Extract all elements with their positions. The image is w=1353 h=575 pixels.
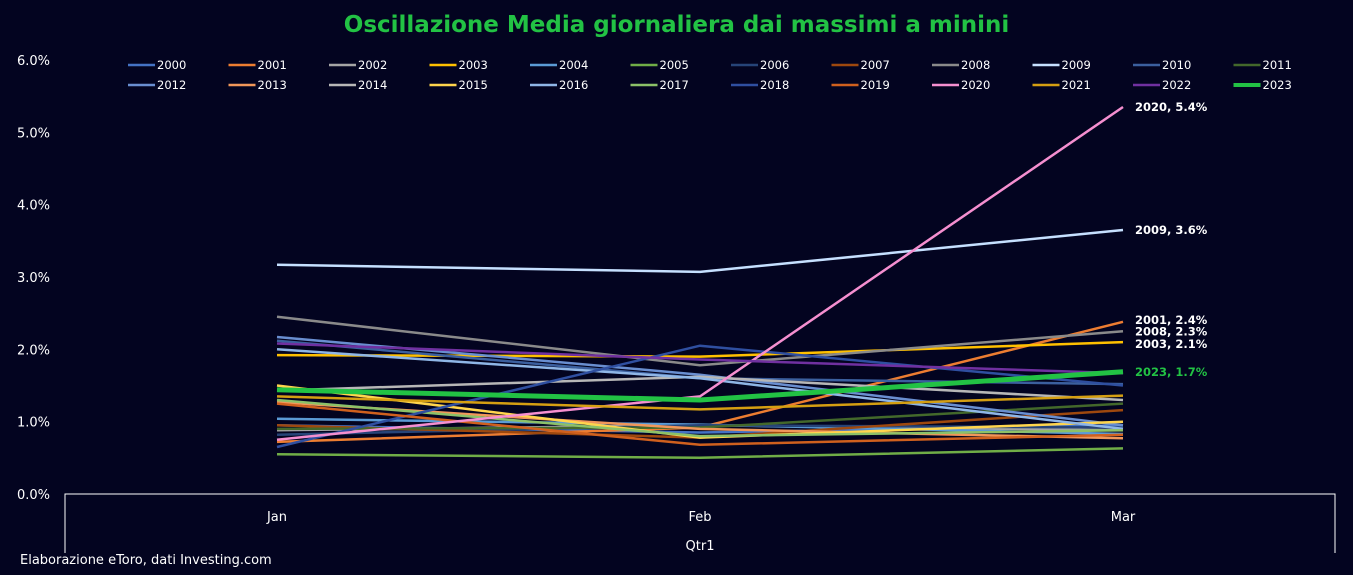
- legend-label: 2010: [1162, 58, 1191, 72]
- legend: 2000 2001 2002 2003 2004 2005 2006 2007 2008 2009…: [128, 58, 1292, 92]
- legend-item-2016[interactable]: 2016: [530, 78, 588, 92]
- y-tick-label: 2.0%: [17, 343, 50, 358]
- legend-label: 2013: [258, 78, 287, 92]
- legend-label: 2008: [961, 58, 990, 72]
- legend-label: 2011: [1263, 58, 1292, 72]
- legend-label: 2005: [660, 58, 689, 72]
- series-line-2016: [276, 348, 1124, 431]
- legend-item-2004[interactable]: 2004: [530, 58, 588, 72]
- end-label-2023: 2023, 1.7%: [1135, 365, 1208, 379]
- y-tick-label: 1.0%: [17, 416, 50, 431]
- legend-item-2007[interactable]: 2007: [831, 58, 890, 72]
- legend-item-2003[interactable]: 2003: [429, 58, 488, 72]
- x-axis-frame: Jan Feb Mar Qtr1: [64, 493, 1336, 554]
- legend-item-2019[interactable]: 2019: [831, 78, 890, 92]
- legend-label: 2015: [459, 78, 488, 92]
- legend-label: 2012: [157, 78, 186, 92]
- legend-label: 2006: [760, 58, 789, 72]
- series-line-2003: [276, 340, 1124, 358]
- legend-item-2023[interactable]: 2023: [1233, 78, 1292, 92]
- series-line-2018: [276, 344, 1124, 449]
- legend-item-2008[interactable]: 2008: [932, 58, 990, 72]
- legend-item-2000[interactable]: 2000: [128, 58, 186, 72]
- x-group-label: Qtr1: [686, 539, 715, 554]
- series-line-2008: [276, 315, 1124, 367]
- legend-label: 2021: [1062, 78, 1091, 92]
- legend-item-2002[interactable]: 2002: [329, 58, 387, 72]
- legend-label: 2003: [459, 58, 488, 72]
- legend-label: 2014: [358, 78, 387, 92]
- legend-item-2012[interactable]: 2012: [128, 78, 186, 92]
- series-line-2005: [276, 447, 1124, 460]
- y-tick-label: 0.0%: [17, 488, 50, 503]
- series-line-2014: [276, 375, 1124, 402]
- legend-item-2013[interactable]: 2013: [228, 78, 287, 92]
- x-tick-label: Feb: [688, 510, 711, 525]
- legend-label: 2017: [660, 78, 689, 92]
- series-line-2015: [276, 384, 1124, 439]
- y-tick-label: 6.0%: [17, 54, 50, 69]
- legend-label: 2020: [961, 78, 990, 92]
- x-axis-line: [64, 493, 1336, 553]
- legend-item-2011[interactable]: 2011: [1233, 58, 1292, 72]
- legend-item-2005[interactable]: 2005: [630, 58, 689, 72]
- end-label-2003: 2003, 2.1%: [1135, 337, 1208, 351]
- end-label-2020: 2020, 5.4%: [1135, 100, 1208, 114]
- y-axis: 0.0% 1.0% 2.0% 3.0% 4.0% 5.0% 6.0%: [17, 54, 50, 503]
- legend-item-2021[interactable]: 2021: [1032, 78, 1091, 92]
- legend-item-2018[interactable]: 2018: [731, 78, 789, 92]
- legend-item-2009[interactable]: 2009: [1032, 58, 1091, 72]
- legend-item-2022[interactable]: 2022: [1133, 78, 1191, 92]
- series-line-2023: [276, 369, 1124, 403]
- legend-label: 2004: [559, 58, 588, 72]
- series-line-2022: [276, 342, 1124, 375]
- chart-title: Oscillazione Media giornaliera dai massi…: [343, 12, 1010, 38]
- source-note: Elaborazione eToro, dati Investing.com: [20, 553, 272, 568]
- end-label-2001: 2001, 2.4%: [1135, 313, 1208, 327]
- series-line-2021: [276, 394, 1124, 411]
- legend-item-2010[interactable]: 2010: [1133, 58, 1191, 72]
- legend-item-2015[interactable]: 2015: [429, 78, 488, 92]
- legend-item-2014[interactable]: 2014: [329, 78, 387, 92]
- legend-label: 2018: [760, 78, 789, 92]
- legend-label: 2000: [157, 58, 186, 72]
- legend-label: 2002: [358, 58, 387, 72]
- x-tick-label: Jan: [266, 510, 287, 525]
- series-line-2020: [276, 105, 1124, 442]
- x-tick-label: Mar: [1111, 510, 1136, 525]
- y-tick-label: 3.0%: [17, 271, 50, 286]
- series-line-2019: [276, 402, 1124, 447]
- series-line-2009: [276, 228, 1124, 274]
- legend-label: 2022: [1162, 78, 1191, 92]
- legend-label: 2019: [861, 78, 890, 92]
- legend-item-2017[interactable]: 2017: [630, 78, 689, 92]
- y-tick-label: 5.0%: [17, 126, 50, 141]
- legend-label: 2009: [1062, 58, 1091, 72]
- legend-item-2006[interactable]: 2006: [731, 58, 789, 72]
- legend-item-2001[interactable]: 2001: [228, 58, 287, 72]
- legend-item-2020[interactable]: 2020: [932, 78, 990, 92]
- y-tick-label: 4.0%: [17, 199, 50, 214]
- series-layer: [276, 105, 1124, 460]
- legend-label: 2016: [559, 78, 588, 92]
- legend-label: 2001: [258, 58, 287, 72]
- end-labels: 2020, 5.4% 2009, 3.6% 2001, 2.4%2008, 2.3%…: [1135, 100, 1208, 379]
- end-label-2008: 2008, 2.3%: [1135, 324, 1208, 338]
- legend-label: 2007: [861, 58, 890, 72]
- legend-label: 2023: [1263, 78, 1292, 92]
- end-label-2009: 2009, 3.6%: [1135, 223, 1208, 237]
